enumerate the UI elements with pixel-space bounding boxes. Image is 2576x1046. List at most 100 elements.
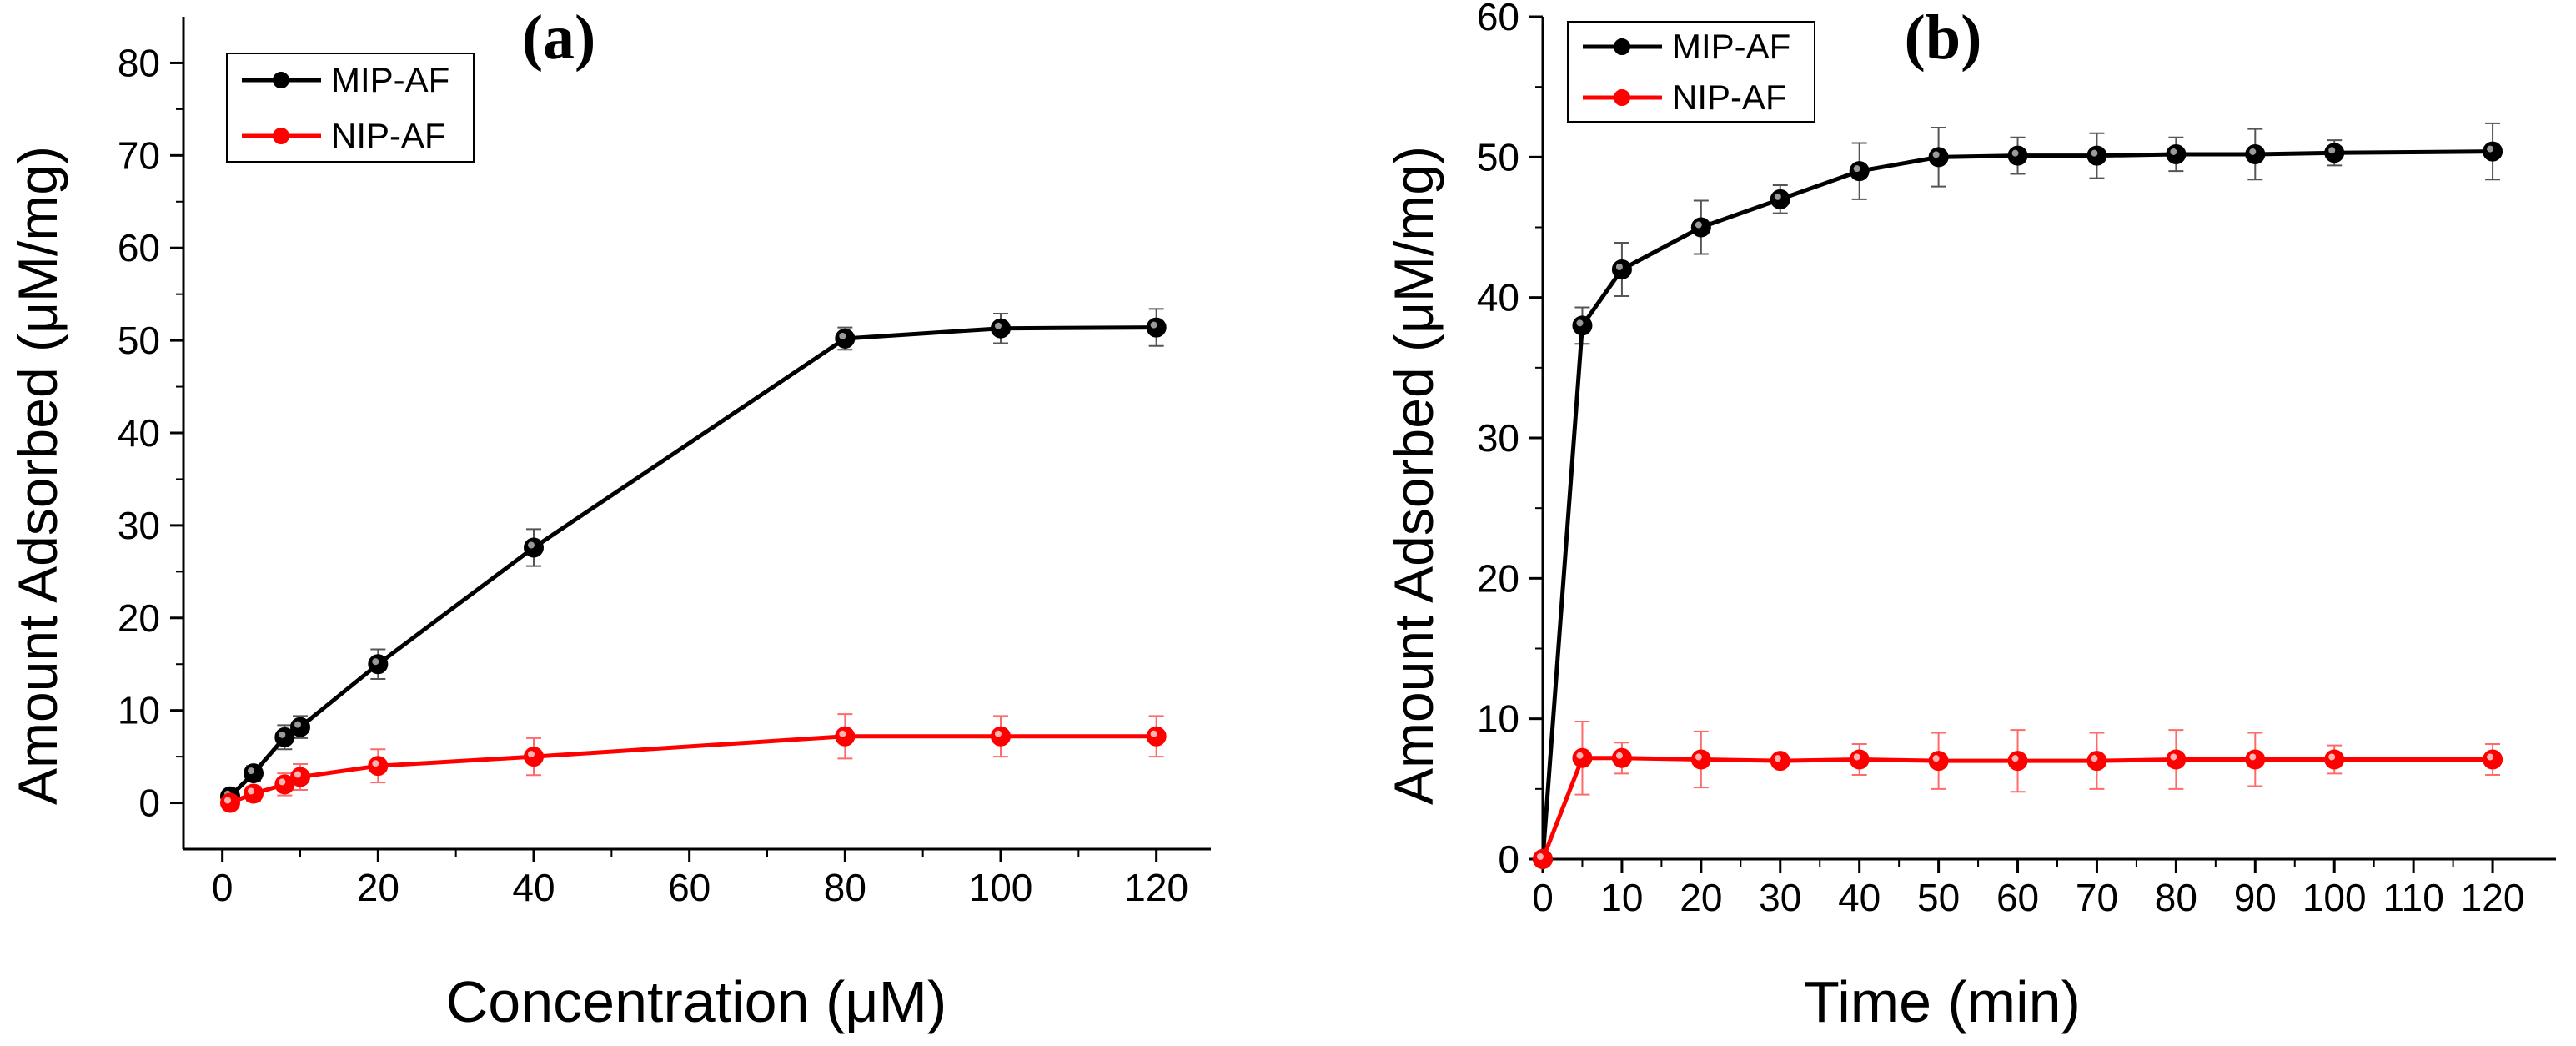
y-tick-label: 10 (1477, 697, 1519, 741)
data-point-highlight (2170, 148, 2177, 155)
y-tick-label: 70 (118, 133, 160, 177)
data-point (220, 792, 240, 813)
data-point (244, 763, 264, 784)
data-point-highlight (528, 751, 535, 758)
legend-label-mip: MIP-AF (1672, 27, 1790, 66)
data-point-highlight (2011, 755, 2019, 762)
x-tick-label: 50 (1917, 876, 1960, 919)
y-tick-label: 10 (118, 689, 160, 732)
data-point (2007, 751, 2028, 772)
data-point-highlight (1774, 755, 1781, 762)
panel-label-b: (b) (1905, 3, 1982, 73)
x-tick-label: 120 (2461, 876, 2525, 919)
x-axis-title-b: Time (min) (1804, 969, 2081, 1034)
y-tick-label: 40 (1477, 276, 1519, 319)
legend-marker-mip (1614, 38, 1630, 55)
data-point-highlight (1150, 730, 1157, 737)
y-tick-label: 80 (118, 41, 160, 84)
y-tick-label: 60 (118, 226, 160, 269)
data-point-highlight (2011, 149, 2019, 157)
data-point-highlight (839, 332, 846, 339)
data-point-highlight (2487, 753, 2494, 761)
data-point (524, 537, 544, 558)
data-point (1928, 147, 1949, 168)
y-tick-label: 50 (118, 319, 160, 362)
x-tick-label: 0 (212, 866, 233, 909)
y-tick-label: 60 (1477, 0, 1519, 38)
data-point (1146, 726, 1167, 747)
legend-label-mip: MIP-AF (331, 60, 449, 99)
x-tick-label: 40 (512, 866, 555, 909)
data-point-highlight (2091, 755, 2098, 762)
data-point (368, 654, 389, 675)
x-tick-label: 100 (969, 866, 1033, 909)
legend-b: MIP-AF NIP-AF (1567, 21, 1815, 123)
data-point-highlight (294, 721, 301, 728)
data-point-highlight (1774, 193, 1781, 200)
data-point (368, 756, 389, 777)
data-point (835, 328, 856, 349)
y-tick-label: 30 (1477, 416, 1519, 460)
data-point (991, 726, 1011, 747)
legend-box (226, 53, 475, 163)
x-tick-label: 80 (824, 866, 866, 909)
x-tick-label: 80 (2155, 876, 2197, 919)
data-point-highlight (1853, 753, 1860, 761)
data-point-highlight (2249, 148, 2257, 155)
data-point (2245, 143, 2266, 164)
legend-marker-mip (273, 72, 289, 88)
data-point-highlight (248, 767, 254, 775)
legend-label-nip: NIP-AF (331, 116, 446, 155)
x-tick-label: 40 (1838, 876, 1881, 919)
data-point (1770, 751, 1790, 772)
data-point (524, 747, 544, 767)
data-point-highlight (294, 771, 301, 778)
data-point-highlight (2487, 145, 2494, 153)
y-tick-label: 40 (118, 411, 160, 455)
data-point-highlight (372, 658, 379, 666)
data-point-highlight (372, 760, 379, 767)
data-point (2166, 749, 2187, 770)
series-nip-af (220, 713, 1167, 813)
x-tick-label: 100 (2302, 876, 2367, 919)
data-point-highlight (1695, 753, 1702, 761)
data-point (1572, 315, 1593, 336)
legend-marker-nip (273, 128, 289, 144)
data-point-highlight (995, 730, 1002, 737)
x-tick-label: 20 (1680, 876, 1722, 919)
data-point (2166, 143, 2187, 164)
y-tick-label: 50 (1477, 135, 1519, 179)
data-point (1928, 751, 1949, 772)
data-point-highlight (224, 797, 231, 804)
series-mip-af (1533, 122, 2503, 869)
chart-panel-a: (a) 0 20 40 60 80 100 120 0 10 20 30 40 50 60 70 80 MIP… (7, 3, 1211, 1034)
data-point-highlight (2091, 149, 2098, 157)
x-tick-label: 60 (668, 866, 711, 909)
data-point (1849, 749, 1870, 770)
data-point-highlight (995, 322, 1002, 329)
y-tick-label: 0 (1498, 837, 1519, 881)
series-nip-af (1533, 721, 2503, 869)
data-point (2245, 749, 2266, 770)
data-point (244, 783, 264, 804)
data-point-highlight (1615, 264, 1623, 270)
legend-box (1567, 21, 1815, 123)
data-point-highlight (1576, 319, 1584, 327)
data-point-highlight (1932, 151, 1940, 158)
data-point (1611, 747, 1632, 768)
data-point (2086, 145, 2107, 166)
x-tick-label: 30 (1759, 876, 1801, 919)
panel-label-a: (a) (522, 3, 596, 73)
y-axis-title-b: Amount Adsorbed (μM/mg) (1383, 146, 1444, 805)
data-point (2086, 751, 2107, 772)
y-tick-label: 30 (118, 504, 160, 547)
x-tick-label: 70 (2076, 876, 2118, 919)
data-point (991, 318, 1011, 339)
data-point-highlight (1150, 321, 1157, 329)
data-point-highlight (1576, 752, 1584, 759)
data-point (1533, 849, 1553, 869)
data-point-highlight (528, 541, 535, 549)
data-point-highlight (248, 787, 254, 795)
data-point (2324, 143, 2345, 163)
